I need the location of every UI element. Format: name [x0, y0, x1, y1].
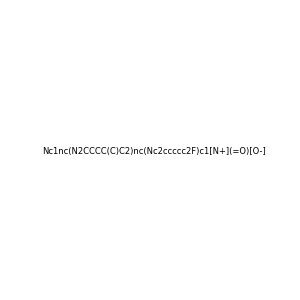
Text: Nc1nc(N2CCCC(C)C2)nc(Nc2ccccc2F)c1[N+](=O)[O-]: Nc1nc(N2CCCC(C)C2)nc(Nc2ccccc2F)c1[N+](=…: [42, 147, 266, 156]
